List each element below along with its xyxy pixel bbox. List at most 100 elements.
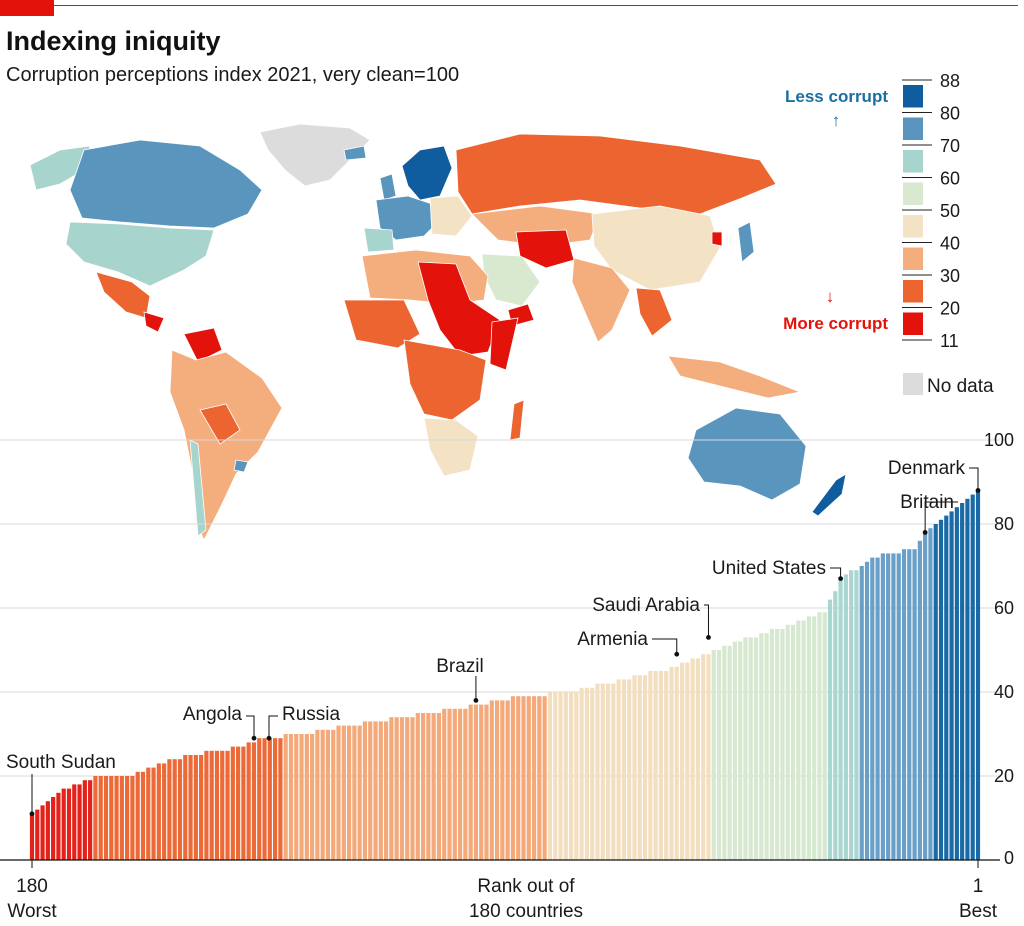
bar: [685, 662, 690, 860]
bar: [431, 713, 436, 860]
legend-tick-label: 11: [940, 331, 959, 351]
map-chile: [189, 439, 207, 537]
bar: [960, 503, 965, 860]
country-annotations: South Sudan Angola Russia Brazil Armenia Saud…: [6, 458, 981, 817]
map-eastern-europe: [429, 195, 473, 237]
y-tick-label: 0: [1004, 848, 1014, 868]
bar: [204, 750, 209, 860]
bar: [965, 498, 970, 860]
bar: [558, 692, 563, 860]
bar: [61, 788, 66, 860]
bar: [373, 721, 378, 860]
bar: [310, 734, 315, 860]
chart-subtitle: Corruption perceptions index 2021, very …: [6, 64, 460, 86]
bar: [251, 742, 257, 860]
bar: [394, 717, 399, 860]
annotation-leader: [268, 715, 278, 739]
bar: [595, 683, 600, 860]
bar: [500, 700, 505, 860]
bar: [220, 750, 225, 860]
bar: [341, 725, 346, 860]
bar: [114, 776, 119, 860]
bar: [875, 557, 880, 860]
bar: [923, 532, 928, 860]
bar: [664, 671, 669, 860]
map-iberia: [363, 227, 395, 253]
map-canada: [69, 139, 263, 229]
up-arrow-icon: ↑: [832, 111, 841, 130]
bar: [209, 750, 214, 860]
annotation-label: South Sudan: [6, 752, 116, 773]
bar: [605, 683, 611, 860]
map-new-zealand: [811, 473, 847, 517]
bar: [140, 771, 146, 860]
y-tick-label: 100: [984, 430, 1014, 450]
x-axis-labels: 180 Worst Rank out of 180 countries 1 Best: [7, 860, 998, 922]
bar: [98, 776, 103, 860]
annotation-label: Britain: [900, 492, 954, 513]
y-tick-label: 80: [994, 514, 1014, 534]
legend-swatch: [903, 247, 923, 270]
bar: [72, 784, 77, 860]
map-se-asia: [635, 287, 673, 337]
bar: [415, 713, 420, 860]
bar: [262, 738, 267, 860]
annotation-label: Denmark: [888, 458, 966, 479]
bar: [399, 717, 405, 860]
annotation-label: Brazil: [436, 656, 484, 677]
bar: [468, 704, 473, 860]
y-tick-label: 20: [994, 766, 1014, 786]
bar: [954, 507, 959, 860]
bar: [56, 792, 61, 860]
annotation-label: United States: [712, 558, 826, 579]
map-iran-afghanistan: [515, 229, 575, 269]
bar: [891, 553, 896, 860]
bar: [299, 734, 304, 860]
bar: [621, 679, 627, 860]
bar: [907, 549, 912, 860]
bar: [352, 725, 357, 860]
bar: [288, 734, 294, 860]
bar: [420, 713, 426, 860]
bar: [320, 729, 325, 860]
bar: [40, 805, 45, 860]
bar: [563, 692, 568, 860]
map-uruguay: [233, 459, 249, 473]
bar: [727, 645, 732, 860]
bar: [938, 519, 944, 860]
bar: [510, 696, 516, 860]
bar: [88, 780, 93, 860]
bar: [172, 759, 177, 860]
bar: [801, 620, 806, 860]
bar: [199, 755, 204, 860]
bar: [870, 557, 875, 860]
bar: [479, 704, 484, 860]
bar: [796, 620, 801, 860]
bar: [130, 776, 135, 860]
bar: [82, 780, 87, 860]
bar: [368, 721, 373, 860]
bar: [51, 797, 56, 860]
legend-swatch: [903, 182, 923, 205]
map-scandinavia: [401, 145, 453, 201]
bar: [616, 679, 621, 860]
bar: [627, 679, 632, 860]
bar: [278, 738, 283, 860]
bar: [188, 755, 193, 860]
bar: [753, 637, 759, 860]
bar: [764, 633, 769, 860]
bar: [553, 692, 558, 860]
bar: [711, 650, 716, 860]
bar: [162, 763, 167, 860]
bar: [193, 755, 198, 860]
map-indonesia: [667, 355, 802, 399]
bar: [542, 696, 547, 860]
bar: [447, 708, 452, 860]
bar: [574, 692, 579, 860]
bar: [812, 616, 817, 860]
bar: [653, 671, 658, 860]
bar: [637, 675, 642, 860]
bar: [362, 721, 368, 860]
bar: [590, 687, 595, 860]
bar: [648, 671, 653, 860]
